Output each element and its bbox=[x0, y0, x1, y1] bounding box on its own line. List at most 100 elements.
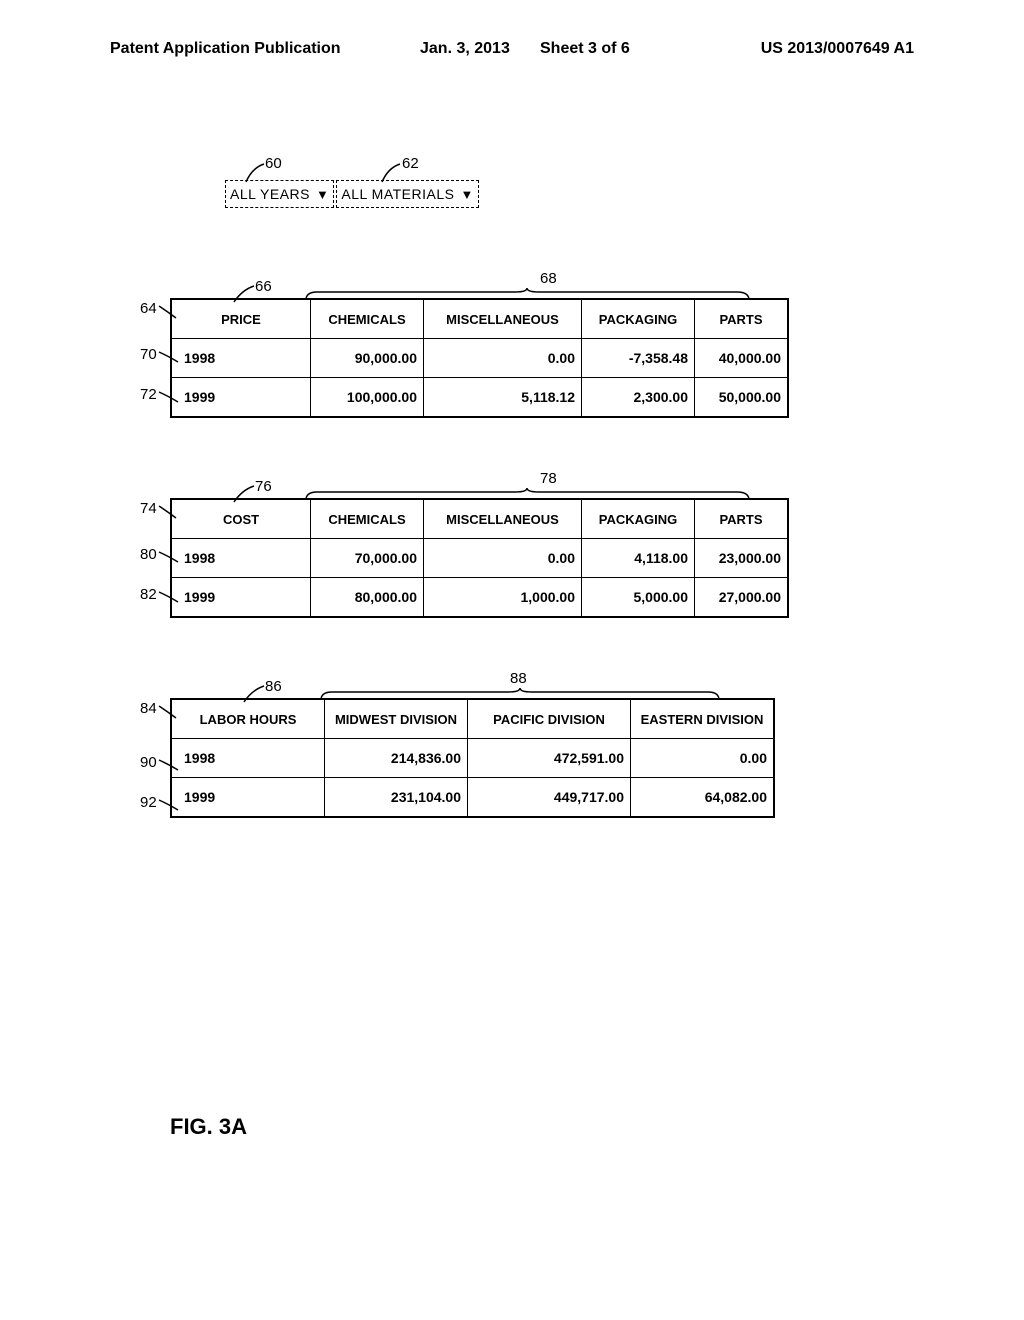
ref-82: 82 bbox=[140, 586, 157, 603]
figure-label: FIG. 3A bbox=[170, 1114, 247, 1140]
col-chemicals: CHEMICALS bbox=[311, 499, 424, 539]
row-year: 1998 bbox=[171, 539, 311, 578]
cell: 2,300.00 bbox=[582, 378, 695, 418]
ref-92-leader bbox=[158, 798, 180, 812]
ref-78-brace bbox=[305, 488, 750, 502]
ref-84: 84 bbox=[140, 700, 157, 717]
cell: 449,717.00 bbox=[468, 778, 631, 818]
cost-measure-header: COST bbox=[171, 499, 311, 539]
row-year: 1999 bbox=[171, 778, 325, 818]
cell: 231,104.00 bbox=[325, 778, 468, 818]
years-dropdown[interactable]: ALL YEARS ▼ bbox=[225, 180, 334, 208]
labor-measure-header: LABOR HOURS bbox=[171, 699, 325, 739]
cell: 1,000.00 bbox=[424, 578, 582, 618]
cell: 70,000.00 bbox=[311, 539, 424, 578]
ref-88-brace bbox=[320, 688, 720, 702]
years-dropdown-label: ALL YEARS bbox=[230, 186, 310, 202]
cell: -7,358.48 bbox=[582, 339, 695, 378]
col-eastern: EASTERN DIVISION bbox=[631, 699, 775, 739]
cell: 50,000.00 bbox=[695, 378, 789, 418]
ref-68-brace bbox=[305, 288, 750, 302]
ref-62-leader bbox=[378, 162, 402, 184]
cell: 5,118.12 bbox=[424, 378, 582, 418]
chevron-down-icon: ▼ bbox=[454, 187, 473, 202]
ref-84-leader bbox=[158, 704, 178, 720]
ref-64-leader bbox=[158, 304, 178, 320]
ref-72: 72 bbox=[140, 386, 157, 403]
cell: 0.00 bbox=[631, 739, 775, 778]
ref-70-leader bbox=[158, 350, 180, 364]
ref-68: 68 bbox=[540, 270, 557, 287]
row-year: 1998 bbox=[171, 739, 325, 778]
ref-76-leader bbox=[230, 484, 256, 504]
ref-76: 76 bbox=[255, 478, 272, 495]
ref-62: 62 bbox=[402, 155, 419, 172]
ref-82-leader bbox=[158, 590, 180, 604]
header-publication: Patent Application Publication bbox=[110, 40, 341, 58]
col-pacific: PACIFIC DIVISION bbox=[468, 699, 631, 739]
ref-66-leader bbox=[230, 284, 256, 304]
row-year: 1999 bbox=[171, 578, 311, 618]
ref-86-leader bbox=[240, 684, 266, 704]
cell: 27,000.00 bbox=[695, 578, 789, 618]
ref-78: 78 bbox=[540, 470, 557, 487]
col-packaging: PACKAGING bbox=[582, 299, 695, 339]
cost-table-block: 74 76 78 80 82 COST CHEMICALS MISCELLANE… bbox=[170, 498, 870, 618]
table-row: 1998 70,000.00 0.00 4,118.00 23,000.00 bbox=[171, 539, 788, 578]
ref-60: 60 bbox=[265, 155, 282, 172]
price-measure-header: PRICE bbox=[171, 299, 311, 339]
col-parts: PARTS bbox=[695, 499, 789, 539]
table-row: 1998 214,836.00 472,591.00 0.00 bbox=[171, 739, 774, 778]
labor-table: LABOR HOURS MIDWEST DIVISION PACIFIC DIV… bbox=[170, 698, 775, 818]
table-row: 1999 80,000.00 1,000.00 5,000.00 27,000.… bbox=[171, 578, 788, 618]
ref-74-leader bbox=[158, 504, 178, 520]
row-year: 1999 bbox=[171, 378, 311, 418]
cell: 23,000.00 bbox=[695, 539, 789, 578]
ref-66: 66 bbox=[255, 278, 272, 295]
cost-table: COST CHEMICALS MISCELLANEOUS PACKAGING P… bbox=[170, 498, 789, 618]
cell: 0.00 bbox=[424, 339, 582, 378]
table-row: 1999 100,000.00 5,118.12 2,300.00 50,000… bbox=[171, 378, 788, 418]
cell: 0.00 bbox=[424, 539, 582, 578]
ref-64: 64 bbox=[140, 300, 157, 317]
col-parts: PARTS bbox=[695, 299, 789, 339]
col-chemicals: CHEMICALS bbox=[311, 299, 424, 339]
table-row: 1998 90,000.00 0.00 -7,358.48 40,000.00 bbox=[171, 339, 788, 378]
cell: 90,000.00 bbox=[311, 339, 424, 378]
cell: 64,082.00 bbox=[631, 778, 775, 818]
price-table: PRICE CHEMICALS MISCELLANEOUS PACKAGING … bbox=[170, 298, 789, 418]
col-packaging: PACKAGING bbox=[582, 499, 695, 539]
header-date: Jan. 3, 2013 bbox=[420, 40, 510, 58]
col-miscellaneous: MISCELLANEOUS bbox=[424, 299, 582, 339]
header-pubno: US 2013/0007649 A1 bbox=[761, 40, 914, 58]
cell: 100,000.00 bbox=[311, 378, 424, 418]
cell: 214,836.00 bbox=[325, 739, 468, 778]
ref-70: 70 bbox=[140, 346, 157, 363]
materials-dropdown-label: ALL MATERIALS bbox=[341, 186, 454, 202]
ref-74: 74 bbox=[140, 500, 157, 517]
ref-90: 90 bbox=[140, 754, 157, 771]
ref-92: 92 bbox=[140, 794, 157, 811]
ref-72-leader bbox=[158, 390, 180, 404]
ref-80-leader bbox=[158, 550, 180, 564]
ref-90-leader bbox=[158, 758, 180, 772]
materials-dropdown[interactable]: ALL MATERIALS ▼ bbox=[336, 180, 478, 208]
row-year: 1998 bbox=[171, 339, 311, 378]
col-miscellaneous: MISCELLANEOUS bbox=[424, 499, 582, 539]
ref-80: 80 bbox=[140, 546, 157, 563]
price-table-block: 64 66 68 70 72 PRICE CHEMICALS MISCELLAN… bbox=[170, 298, 870, 418]
filter-row: ALL YEARS ▼ ALL MATERIALS ▼ bbox=[225, 180, 870, 208]
ref-86: 86 bbox=[265, 678, 282, 695]
labor-table-block: 84 86 88 90 92 LABOR HOURS MIDWEST DIVIS… bbox=[170, 698, 870, 818]
ref-60-leader bbox=[242, 162, 266, 184]
cell: 5,000.00 bbox=[582, 578, 695, 618]
figure-content: ALL YEARS ▼ ALL MATERIALS ▼ 60 62 64 66 … bbox=[170, 180, 870, 898]
chevron-down-icon: ▼ bbox=[310, 187, 329, 202]
table-row: 1999 231,104.00 449,717.00 64,082.00 bbox=[171, 778, 774, 818]
col-midwest: MIDWEST DIVISION bbox=[325, 699, 468, 739]
cell: 4,118.00 bbox=[582, 539, 695, 578]
cell: 40,000.00 bbox=[695, 339, 789, 378]
cell: 472,591.00 bbox=[468, 739, 631, 778]
header-sheet: Sheet 3 of 6 bbox=[540, 40, 630, 58]
ref-88: 88 bbox=[510, 670, 527, 687]
